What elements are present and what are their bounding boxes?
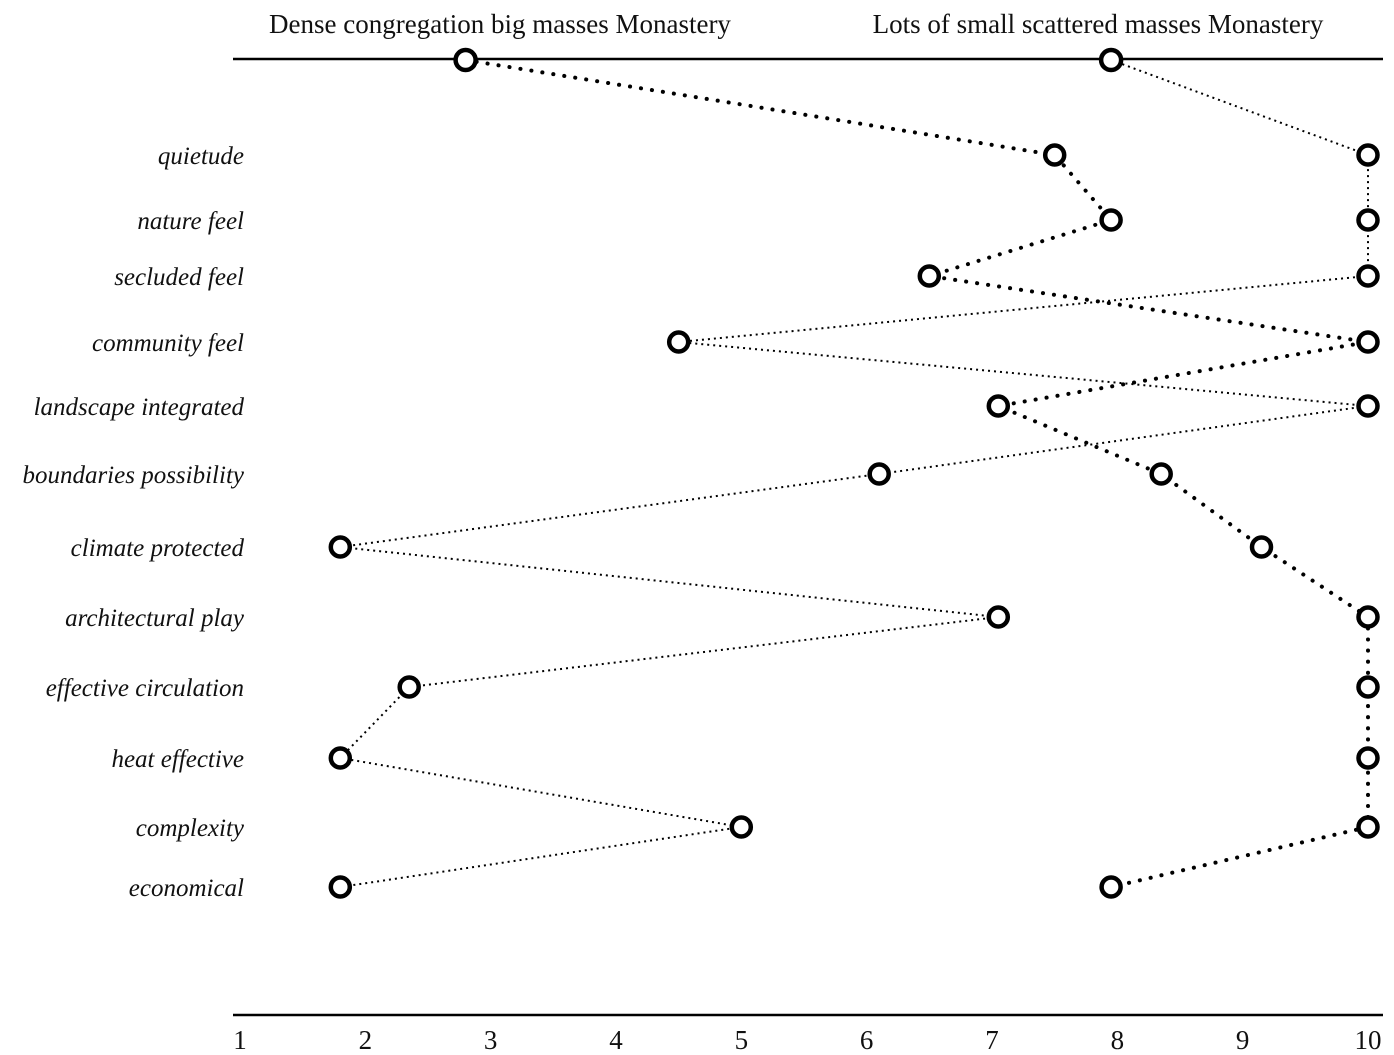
series-1-point — [1356, 605, 1380, 629]
series-2-point — [666, 330, 691, 354]
series-1-point — [1099, 875, 1123, 899]
series-titles: Dense congregation big masses Monastery … — [269, 9, 1324, 39]
category-label: effective circulation — [46, 675, 244, 702]
category-label: landscape integrated — [34, 394, 245, 421]
category-label: economical — [129, 875, 244, 902]
series-2-point — [1356, 394, 1380, 418]
series-1-point — [917, 264, 942, 288]
x-tick-label: 9 — [1236, 1025, 1250, 1055]
series-title-dense: Dense congregation big masses Monastery — [269, 9, 731, 39]
series-2-point — [1356, 264, 1380, 288]
series-1-point — [1249, 535, 1274, 559]
series-1-point — [1356, 815, 1380, 839]
category-label: nature feel — [137, 208, 244, 235]
series-1-connector-line — [463, 58, 1370, 889]
series-2-point — [729, 815, 754, 839]
category-label: quietude — [158, 143, 244, 170]
series-1-point — [986, 394, 1011, 418]
x-tick-label: 4 — [609, 1025, 623, 1055]
series-1-point — [1042, 143, 1067, 167]
series-2-point — [328, 746, 353, 770]
category-label: heat effective — [111, 746, 244, 773]
series-2-point — [328, 535, 353, 559]
category-label: climate protected — [71, 535, 245, 562]
series-1-point — [1149, 462, 1173, 486]
x-tick-label: 8 — [1111, 1025, 1125, 1055]
category-label: architectural play — [65, 605, 245, 632]
x-tick-label: 10 — [1355, 1025, 1382, 1055]
series-1-point — [1356, 746, 1380, 770]
series-1-header-marker — [453, 47, 478, 73]
category-label: community feel — [92, 330, 244, 357]
series-2-point — [867, 462, 891, 486]
series-title-scattered: Lots of small scattered masses Monastery — [873, 9, 1324, 39]
category-label: boundaries possibility — [22, 462, 244, 489]
series-2-header-marker — [1098, 47, 1124, 73]
x-tick-label: 6 — [860, 1025, 874, 1055]
x-tick-label: 7 — [985, 1025, 999, 1055]
series-2-point — [397, 675, 421, 699]
series-1-point — [1099, 208, 1123, 232]
category-labels: quietude nature feel secluded feel communit… — [22, 143, 244, 902]
x-tick-labels: 1 2 3 4 5 6 7 8 9 10 — [233, 1025, 1381, 1055]
x-tick-label: 2 — [359, 1025, 373, 1055]
category-label: complexity — [136, 815, 245, 842]
series-connectors — [338, 58, 1370, 889]
series-2-point — [1356, 208, 1380, 232]
series-2-connector-line — [338, 59, 1369, 888]
series-2-point — [1356, 143, 1380, 167]
series-markers — [328, 47, 1380, 899]
series-2-point — [986, 605, 1011, 629]
x-tick-label: 5 — [735, 1025, 749, 1055]
series-2-point — [328, 875, 353, 899]
category-label: secluded feel — [114, 264, 244, 291]
series-1-point — [1356, 675, 1380, 699]
x-tick-label: 1 — [233, 1025, 247, 1055]
x-tick-label: 3 — [484, 1025, 498, 1055]
series-1-point — [1356, 330, 1380, 354]
